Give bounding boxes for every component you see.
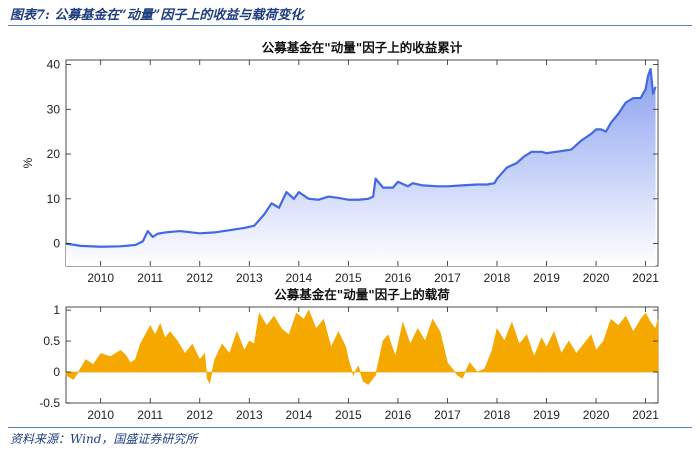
chart-title: 公募基金在"动量"因子上的载荷 [274,287,450,302]
x-tick-label: 2015 [335,408,362,422]
x-tick-label: 2011 [137,408,163,422]
source-divider [8,427,692,428]
x-tick-label: 2018 [484,271,511,285]
x-tick-label: 2013 [236,408,263,422]
cumulative-return-chart: 0 10 20 30 40 2010 2011 2012 2013 2014 2015 2016 201… [21,40,659,285]
x-tick-label: 2011 [137,271,163,285]
x-tick-label: 2016 [385,271,412,285]
y-tick-label: 10 [47,192,61,206]
x-tick-label: 2020 [583,408,610,422]
y-tick-label: 0.5 [43,334,60,348]
return-line [65,67,657,248]
loading-area [65,309,659,385]
return-area [66,68,656,267]
y-tick-label: -0.5 [39,396,60,410]
x-tick-label: 2021 [632,271,659,285]
x-tick-label: 2013 [236,271,263,285]
y-tick-label: 30 [47,102,61,116]
x-tick-label: 2015 [335,271,362,285]
y-axis-label: % [21,157,35,168]
factor-loading-chart: -0.5 0 0.5 1 2010 2011 2012 2013 2014 2015 2016 201… [39,287,659,422]
caption-divider [8,25,692,26]
x-tick-label: 2020 [583,271,610,285]
figure-caption: 图表7: 公募基金在“动量”因子上的收益与载荷变化 [10,8,304,23]
x-tick-label: 2021 [632,408,659,422]
x-tick-label: 2017 [434,271,461,285]
x-tick-label: 2010 [87,271,114,285]
y-tick-label: 20 [47,147,61,161]
x-tick-label: 2014 [285,408,312,422]
x-tick-label: 2010 [87,408,114,422]
x-tick-label: 2019 [533,271,560,285]
x-tick-label: 2016 [385,408,412,422]
y-tick-label: 0 [53,237,60,251]
x-tick-label: 2014 [285,271,312,285]
x-tick-label: 2019 [533,408,560,422]
x-tick-label: 2017 [434,408,461,422]
y-tick-label: 1 [53,303,60,317]
y-tick-label: 0 [53,365,60,379]
x-tick-label: 2018 [484,408,511,422]
x-tick-label: 2012 [186,408,213,422]
x-tick-label: 2012 [186,271,213,285]
source-note: 资料来源：Wind，国盛证券研究所 [10,432,198,446]
y-tick-label: 40 [47,57,61,71]
chart-title: 公募基金在"动量"因子上的收益累计 [262,40,463,55]
